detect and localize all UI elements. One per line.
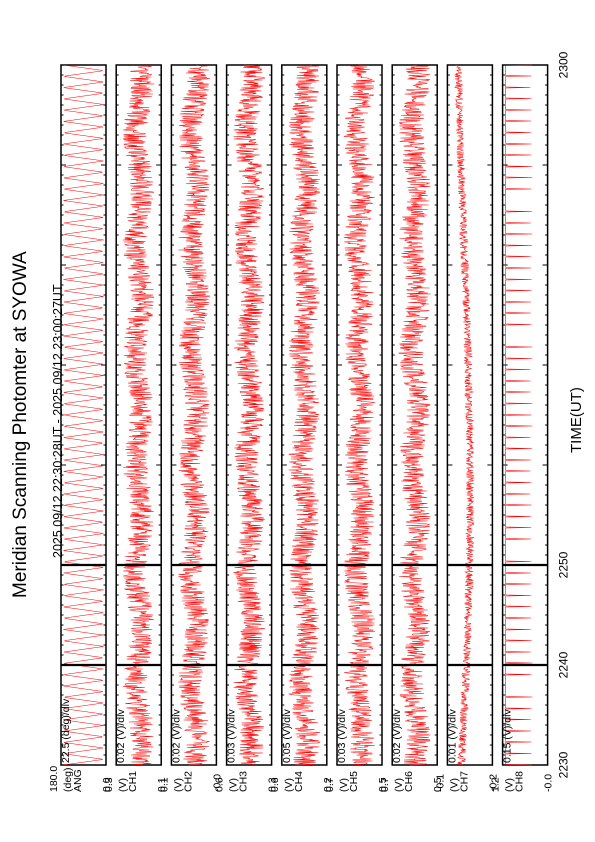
panel-channel-label: CH1 xyxy=(127,771,139,792)
panel-unit-label: (deg) xyxy=(62,767,74,792)
panel-channel-label: CH6 xyxy=(403,771,415,792)
chart-title: Meridian Scanning Photomter at SYOWA xyxy=(10,251,31,598)
time-range-subtitle: 2025 09/12 22:30:28UT - 2025 09/12 23:00… xyxy=(51,284,65,558)
y-tick-min: 0.0 xyxy=(101,777,113,792)
x-tick-label: 2300 xyxy=(557,51,571,78)
panel-scale-label: 0.15 (V)/div xyxy=(502,709,514,763)
x-axis-label: TIME(UT) xyxy=(568,387,585,453)
panel-channel-label: CH4 xyxy=(293,771,305,792)
panel-channel-label: ANG xyxy=(72,769,84,792)
y-tick-max: 0.7 xyxy=(324,777,336,792)
series-trace xyxy=(178,64,211,766)
panel-unit-label: (V) xyxy=(117,778,129,792)
y-tick-min: -0.2 xyxy=(487,774,499,792)
series-trace xyxy=(122,64,155,766)
y-tick-min: -0.0 xyxy=(543,774,555,792)
panel-8: 0.01 (V)/div-0.1 (V)CH7 -0.2 xyxy=(434,64,499,792)
panel-scale-label: 0.02 (V)/div xyxy=(115,709,127,763)
y-tick-min: 0.5 xyxy=(432,777,444,792)
y-tick-max: 0.6 xyxy=(269,777,281,792)
panel-channel-label: CH2 xyxy=(182,771,194,792)
panel-3: 0.02 (V)/div 0.1 (V)CH2 -0.0 xyxy=(158,64,223,792)
y-tick-max: 0.7 xyxy=(379,777,391,792)
panel-scale-label: 0.03 (V)/div xyxy=(226,709,238,763)
panel-unit-label: (V) xyxy=(338,778,350,792)
panel-channel-label: CH7 xyxy=(458,771,470,792)
panel-5: 0.05 (V)/div 0.6 (V)CH4 0.2 xyxy=(269,64,334,792)
series-trace xyxy=(288,64,321,766)
panel-scale-label: 0.02 (V)/div xyxy=(391,709,403,763)
panel-channel-label: CH5 xyxy=(348,771,360,792)
series-trace xyxy=(343,64,376,766)
y-tick-max: 0.3 xyxy=(103,777,115,792)
panel-scale-label: 0.01 (V)/div xyxy=(446,709,458,763)
series-trace xyxy=(454,64,475,766)
y-tick-max: -0.1 xyxy=(434,774,446,792)
panel-unit-label: (V) xyxy=(228,778,240,792)
panel-border xyxy=(60,64,107,766)
y-tick-min: 0.1 xyxy=(156,777,168,792)
x-tick-label: 2240 xyxy=(557,651,571,678)
panel-scale-label: 0.02 (V)/div xyxy=(170,709,182,763)
panel-2: 0.02 (V)/div 0.3 (V)CH1 0.1 xyxy=(103,64,168,792)
panel-unit-label: (V) xyxy=(283,778,295,792)
y-tick-min: 0.3 xyxy=(267,777,279,792)
y-tick-min: -0.0 xyxy=(211,774,223,792)
y-tick-max: 180.0 xyxy=(48,766,60,792)
series-trace xyxy=(504,64,533,766)
panel-unit-label: (V) xyxy=(393,778,405,792)
panel-channel-label: CH8 xyxy=(514,771,526,792)
panel-7: 0.02 (V)/div 0.7 (V)CH6 0.5 xyxy=(379,64,444,792)
series-trace xyxy=(63,64,104,766)
y-tick-min: 0.2 xyxy=(322,777,334,792)
time-axis: 2230 2240 2250 2300 xyxy=(61,51,571,778)
x-tick-label: 2250 xyxy=(557,551,571,578)
series-trace xyxy=(398,64,431,766)
panel-border xyxy=(170,64,218,766)
panel-unit-label: (V) xyxy=(448,778,460,792)
y-tick-max: 1.2 xyxy=(490,777,502,792)
series-trace xyxy=(233,64,266,766)
panel-scale-label: 22.5 (deg)/div xyxy=(60,698,72,763)
panel-unit-label: (V) xyxy=(172,778,184,792)
panel-scale-label: 0.03 (V)/div xyxy=(336,709,348,763)
panel-9: 0.15 (V)/div 1.2 (V)CH8 -0.0 xyxy=(490,64,555,792)
y-tick-max: 0.6 xyxy=(214,777,226,792)
panel-scale-label: 0.05 (V)/div xyxy=(281,709,293,763)
y-tick-min: 0.5 xyxy=(377,777,389,792)
y-tick-max: 0.1 xyxy=(158,777,170,792)
panel-unit-label: (V) xyxy=(504,778,516,792)
x-tick-label: 2230 xyxy=(557,751,571,778)
panel-channel-label: CH3 xyxy=(238,771,250,792)
